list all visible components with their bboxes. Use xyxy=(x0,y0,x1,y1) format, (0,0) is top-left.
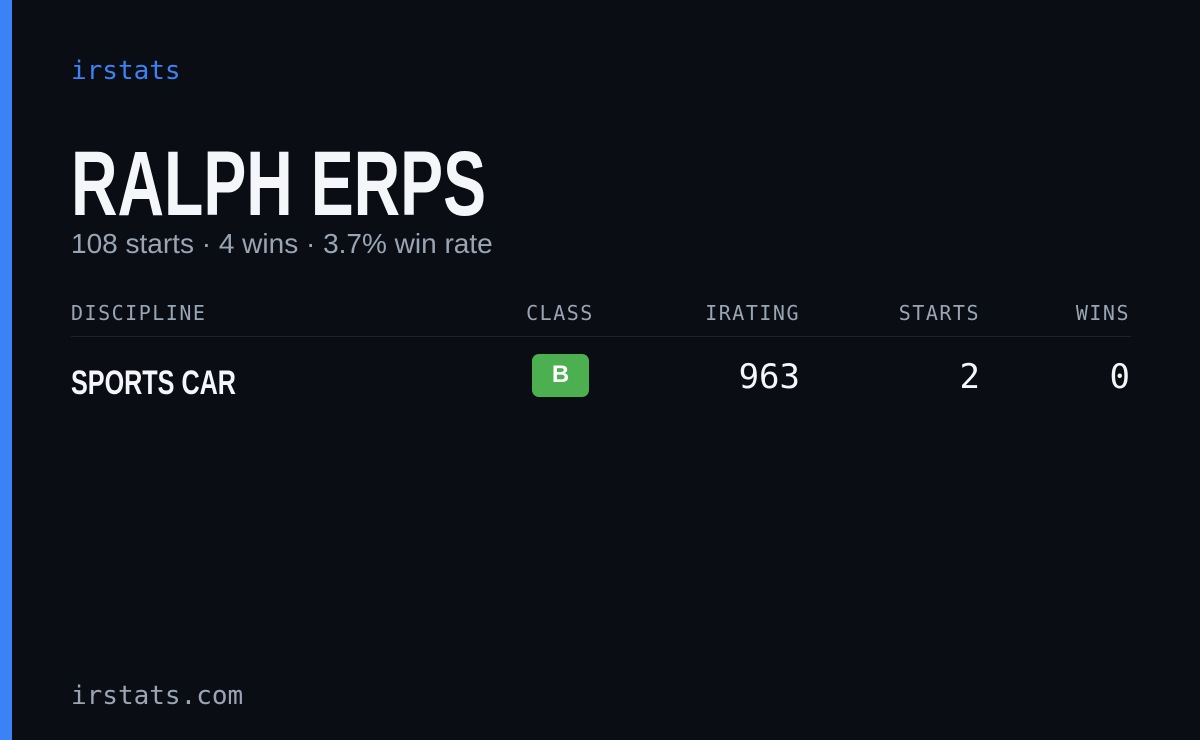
brand: irstats xyxy=(71,56,181,86)
column-header: CLASS xyxy=(526,301,594,325)
divider xyxy=(71,336,1131,337)
column-header: WINS xyxy=(1075,301,1130,325)
irating: 963 xyxy=(738,357,800,397)
accent-bar xyxy=(0,0,12,740)
driver-summary: 108 starts · 4 wins · 3.7% win rate xyxy=(71,228,493,259)
column-header: STARTS xyxy=(898,301,980,325)
column-header: IRATING xyxy=(705,301,800,325)
footer-link: irstats.com xyxy=(71,681,244,711)
starts: 2 xyxy=(959,357,980,397)
column-header: DISCIPLINE xyxy=(71,301,207,325)
discipline: SPORTS CAR xyxy=(71,364,236,402)
driver-name: RALPH ERPS xyxy=(71,133,487,235)
wins: 0 xyxy=(1109,357,1130,397)
class-badge: B xyxy=(532,354,589,397)
